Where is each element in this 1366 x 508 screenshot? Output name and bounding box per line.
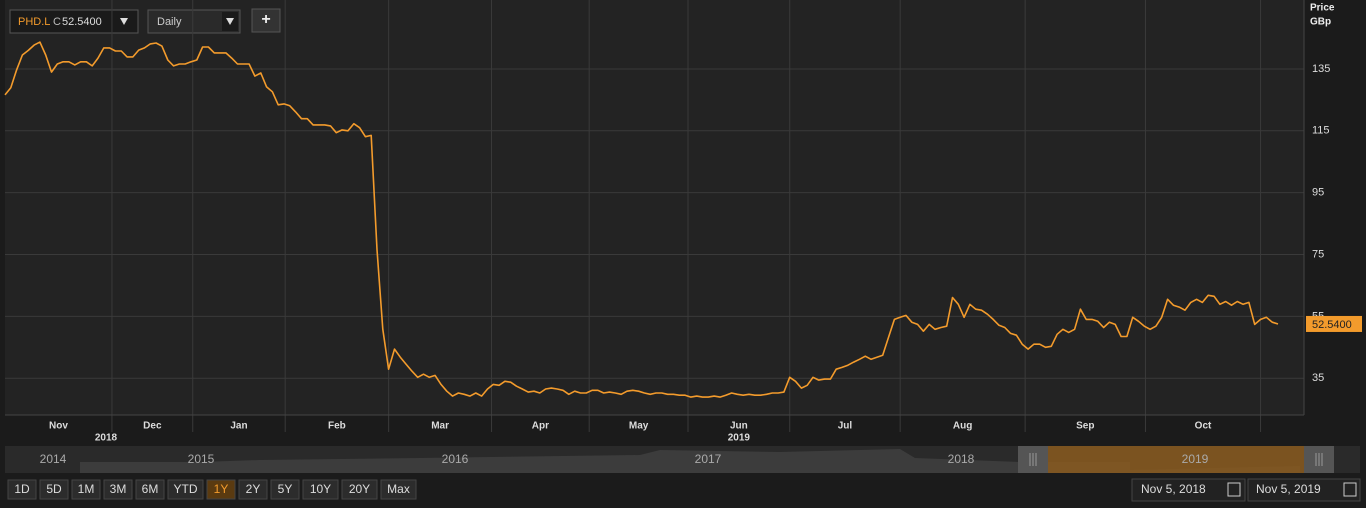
x-tick-label: Nov xyxy=(49,421,68,432)
range-button[interactable] xyxy=(135,479,165,500)
range-button-label: 2Y xyxy=(246,482,261,496)
range-button-label: 1D xyxy=(14,482,30,496)
date-from-box[interactable] xyxy=(1131,478,1246,502)
last-price-label: 52.5400 xyxy=(1312,319,1352,331)
range-button-label: 20Y xyxy=(349,482,370,496)
symbol: PHD.L xyxy=(18,16,50,28)
type-code: C xyxy=(53,16,61,28)
x-tick-label: Feb xyxy=(328,421,346,432)
symbol-box[interactable] xyxy=(9,9,139,34)
add-button[interactable] xyxy=(251,8,281,33)
add-button-label: + xyxy=(261,11,270,28)
range-button[interactable] xyxy=(341,479,378,500)
interval-box[interactable] xyxy=(147,9,241,34)
range-button[interactable] xyxy=(103,479,133,500)
range-button[interactable] xyxy=(206,479,236,500)
navigator-history xyxy=(80,449,1300,473)
navigator-year: 2016 xyxy=(442,452,469,466)
range-button-label: YTD xyxy=(174,482,198,496)
y-tick-label: 135 xyxy=(1312,63,1330,75)
range-button-label: 1M xyxy=(78,482,95,496)
date-from: Nov 5, 2018 xyxy=(1141,482,1206,496)
range-button-label: 10Y xyxy=(310,482,331,496)
range-button[interactable] xyxy=(270,479,300,500)
x-tick-label: Aug xyxy=(953,421,972,432)
plot-area xyxy=(5,0,1304,415)
navigator-year: 2019 xyxy=(1182,452,1209,466)
y-axis-title: Price xyxy=(1310,3,1335,14)
y-tick-label: 75 xyxy=(1312,248,1324,260)
date-to: Nov 5, 2019 xyxy=(1256,482,1321,496)
range-button-label: 5Y xyxy=(278,482,293,496)
price-line xyxy=(4,41,1279,398)
range-button[interactable] xyxy=(71,479,101,500)
header-price: 52.5400 xyxy=(62,16,102,28)
year-label: 2019 xyxy=(728,433,751,444)
navigator-year: 2017 xyxy=(695,452,722,466)
range-button-label: 6M xyxy=(142,482,159,496)
range-button[interactable] xyxy=(7,479,37,500)
range-button[interactable] xyxy=(39,479,69,500)
navigator-year: 2014 xyxy=(40,452,67,466)
calendar-icon[interactable] xyxy=(1343,482,1357,497)
x-tick-label: Mar xyxy=(431,421,449,432)
y-axis-unit: GBp xyxy=(1310,17,1331,28)
y-tick-label: 95 xyxy=(1312,187,1324,199)
range-button-label: Max xyxy=(387,482,410,496)
range-button[interactable] xyxy=(238,479,268,500)
navigator-year: 2018 xyxy=(948,452,975,466)
x-tick-label: Dec xyxy=(143,421,162,432)
handle-grip xyxy=(1029,453,1323,466)
range-button-label: 1Y xyxy=(214,482,229,496)
year-label: 2018 xyxy=(95,433,118,444)
x-tick-label: May xyxy=(629,421,649,432)
interval: Daily xyxy=(157,16,182,28)
range-button[interactable] xyxy=(302,479,339,500)
y-tick-label: 115 xyxy=(1312,125,1330,137)
x-tick-label: Apr xyxy=(532,421,549,432)
x-tick-label: Sep xyxy=(1076,421,1094,432)
range-button-label: 3M xyxy=(110,482,127,496)
navigator-year: 2015 xyxy=(188,452,215,466)
range-button[interactable] xyxy=(380,479,417,500)
date-to-box[interactable] xyxy=(1247,478,1361,502)
calendar-icon[interactable] xyxy=(1227,482,1241,497)
navigator-selection[interactable] xyxy=(1020,446,1304,473)
range-button-label: 5D xyxy=(46,482,62,496)
last-price-tag xyxy=(1306,315,1362,332)
dropdown-arrow xyxy=(226,18,234,25)
y-tick-label: 35 xyxy=(1312,372,1324,384)
x-tick-label: Oct xyxy=(1195,421,1212,432)
range-button[interactable] xyxy=(167,479,204,500)
x-tick-label: Jun xyxy=(730,421,748,432)
x-tick-label: Jan xyxy=(230,421,247,432)
dropdown-arrow xyxy=(120,18,128,25)
x-tick-label: Jul xyxy=(838,421,853,432)
